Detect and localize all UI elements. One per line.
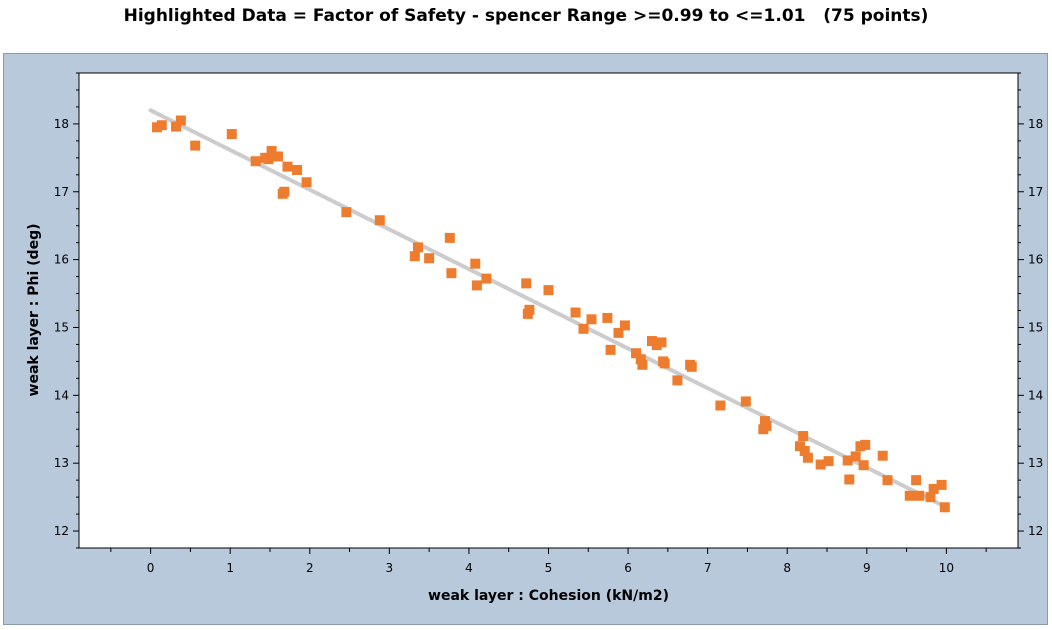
data-point bbox=[815, 459, 826, 470]
data-point bbox=[936, 479, 947, 490]
data-point bbox=[761, 420, 772, 431]
x-tick-label: 7 bbox=[704, 561, 712, 575]
y-axis-label: weak layer : Phi (deg) bbox=[26, 224, 42, 397]
y-tick-label-right: 16 bbox=[1028, 253, 1043, 267]
data-point bbox=[175, 115, 186, 126]
data-point bbox=[279, 186, 290, 197]
data-point bbox=[156, 120, 167, 131]
data-point bbox=[613, 327, 624, 338]
data-point bbox=[292, 165, 303, 176]
y-tick-label-left: 18 bbox=[54, 117, 69, 131]
chart-panel: 0 1 2 3 4 5 6 7 8 9 10 12 12 13 13 14 14 15 15 16 16 17 17 18 18… bbox=[3, 53, 1048, 625]
data-point bbox=[619, 320, 630, 331]
data-point bbox=[301, 177, 312, 188]
data-point bbox=[842, 455, 853, 466]
x-tick-label: 8 bbox=[783, 561, 791, 575]
data-point bbox=[850, 451, 861, 462]
data-point bbox=[860, 439, 871, 450]
x-axis-label: weak layer : Cohesion (kN/m2) bbox=[428, 588, 669, 604]
x-tick-label: 6 bbox=[624, 561, 632, 575]
data-point bbox=[471, 280, 482, 291]
data-point bbox=[543, 285, 554, 296]
data-point bbox=[374, 215, 385, 226]
data-point bbox=[524, 304, 535, 315]
y-tick-label-right: 12 bbox=[1028, 524, 1043, 538]
data-point bbox=[659, 358, 670, 369]
data-point bbox=[444, 232, 455, 243]
data-point bbox=[605, 344, 616, 355]
data-point bbox=[844, 474, 855, 485]
x-tick-label: 9 bbox=[863, 561, 871, 575]
data-point bbox=[799, 445, 810, 456]
data-point bbox=[272, 151, 283, 162]
data-point bbox=[686, 361, 697, 372]
y-tick-label-right: 14 bbox=[1028, 388, 1043, 402]
data-point bbox=[250, 156, 261, 167]
data-point bbox=[424, 253, 435, 264]
data-point bbox=[570, 307, 581, 318]
data-point bbox=[911, 475, 922, 486]
y-tick-label-right: 18 bbox=[1028, 117, 1043, 131]
data-point bbox=[171, 121, 182, 132]
data-point bbox=[740, 396, 751, 407]
x-tick-label: 4 bbox=[465, 561, 473, 575]
data-point bbox=[637, 359, 648, 370]
y-tick-label-left: 14 bbox=[54, 388, 69, 402]
data-point bbox=[266, 146, 277, 157]
axis-ticks bbox=[73, 72, 1024, 554]
data-point bbox=[925, 492, 936, 503]
data-point bbox=[798, 431, 809, 442]
x-tick-label: 0 bbox=[147, 561, 155, 575]
data-point bbox=[882, 475, 893, 486]
data-point bbox=[656, 337, 667, 348]
data-point bbox=[715, 400, 726, 411]
y-tick-label-left: 15 bbox=[54, 320, 69, 334]
y-tick-label-right: 17 bbox=[1028, 185, 1043, 199]
data-point bbox=[858, 460, 869, 471]
data-points bbox=[151, 115, 950, 513]
data-point bbox=[190, 140, 201, 151]
data-point bbox=[823, 456, 834, 467]
data-point bbox=[904, 490, 915, 501]
data-point bbox=[939, 502, 950, 513]
trendline bbox=[148, 108, 949, 510]
x-tick-label: 2 bbox=[306, 561, 314, 575]
data-point bbox=[409, 251, 420, 262]
y-tick-label-left: 16 bbox=[54, 253, 69, 267]
x-tick-label: 3 bbox=[386, 561, 394, 575]
data-point bbox=[226, 129, 237, 140]
data-point bbox=[672, 375, 683, 386]
y-tick-label-left: 13 bbox=[54, 456, 69, 470]
data-point bbox=[928, 483, 939, 494]
x-tick-label: 10 bbox=[939, 561, 954, 575]
data-point bbox=[263, 154, 274, 165]
data-point bbox=[481, 273, 492, 284]
data-point bbox=[470, 258, 481, 269]
data-point bbox=[802, 452, 813, 463]
chart-title: Highlighted Data = Factor of Safety - sp… bbox=[123, 6, 929, 26]
y-tick-label-right: 13 bbox=[1028, 456, 1043, 470]
data-point bbox=[578, 323, 589, 334]
data-point bbox=[282, 161, 293, 172]
x-tick-label: 5 bbox=[545, 561, 553, 575]
data-point bbox=[521, 278, 532, 289]
data-point bbox=[877, 450, 888, 461]
y-tick-label-right: 15 bbox=[1028, 320, 1043, 334]
data-point bbox=[631, 348, 642, 359]
data-point bbox=[341, 207, 352, 218]
data-point bbox=[586, 314, 597, 325]
y-tick-label-left: 17 bbox=[54, 185, 69, 199]
data-point bbox=[446, 268, 457, 279]
data-point bbox=[602, 312, 613, 323]
x-tick-label: 1 bbox=[226, 561, 234, 575]
data-point bbox=[914, 490, 925, 501]
data-point bbox=[635, 354, 646, 365]
y-tick-label-left: 12 bbox=[54, 524, 69, 538]
data-point bbox=[412, 242, 423, 253]
